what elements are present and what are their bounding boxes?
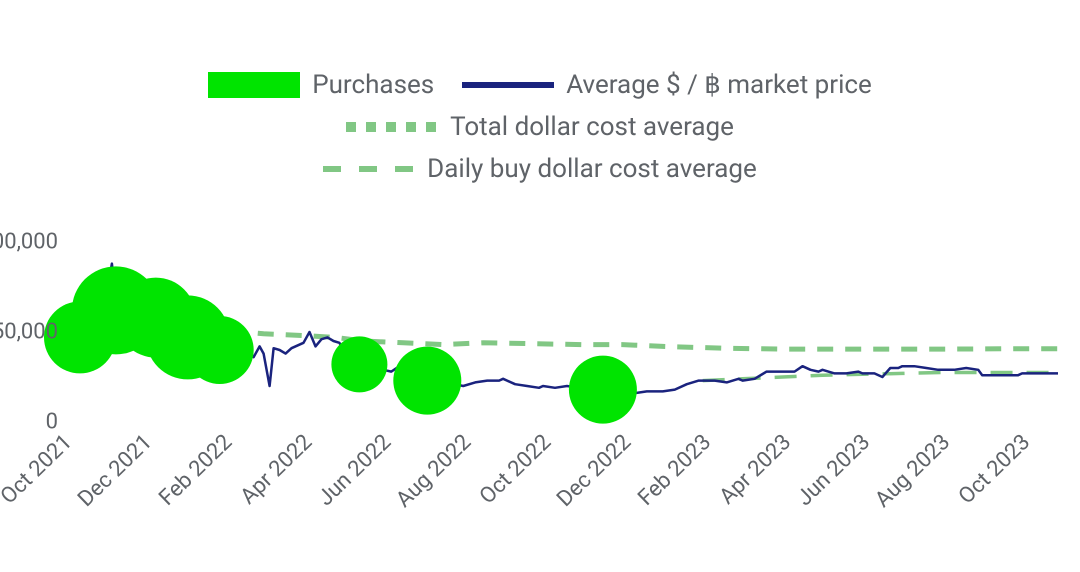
legend: Purchases Average $ / ฿ market price Total…: [0, 70, 1080, 184]
purchase-marker: [569, 356, 637, 424]
legend-row: Total dollar cost average: [346, 112, 734, 142]
purchase-marker: [186, 316, 254, 384]
x-tick-label: Jun 2022: [313, 430, 396, 511]
x-tick-label: Apr 2022: [235, 430, 316, 510]
x-tick-label: Jun 2023: [793, 430, 876, 511]
x-tick-label: Feb 2023: [633, 430, 716, 511]
legend-swatch-daily_dca: [323, 156, 415, 182]
legend-row: Purchases Average $ / ฿ market price: [208, 70, 872, 100]
x-tick-label: Oct 2023: [954, 430, 1035, 510]
x-tick-label: Dec 2021: [73, 430, 157, 512]
y-tick-label: 50,000: [0, 320, 58, 345]
legend-item-daily_dca: Daily buy dollar cost average: [323, 154, 757, 184]
legend-item-purchases: Purchases: [208, 70, 434, 100]
purchase-marker: [393, 347, 461, 415]
legend-label-market_price: Average $ / ฿ market price: [566, 70, 872, 100]
price-chart: Purchases Average $ / ฿ market price Total…: [0, 0, 1080, 572]
legend-row: Daily buy dollar cost average: [323, 154, 757, 184]
y-tick-label: 0: [46, 410, 58, 435]
plot-svg: [64, 242, 1062, 422]
legend-label-total_dca: Total dollar cost average: [450, 112, 734, 142]
x-tick-label: Aug 2023: [871, 430, 956, 513]
legend-swatch-total_dca: [346, 114, 438, 140]
x-tick-label: Aug 2022: [392, 430, 477, 513]
legend-label-daily_dca: Daily buy dollar cost average: [427, 154, 757, 184]
legend-swatch-purchases: [208, 72, 300, 98]
legend-item-market_price: Average $ / ฿ market price: [462, 70, 872, 100]
x-tick-label: Oct 2021: [0, 430, 77, 510]
x-tick-label: Apr 2023: [714, 430, 795, 510]
x-tick-label: Feb 2022: [154, 430, 237, 511]
x-tick-label: Oct 2022: [475, 430, 556, 510]
x-tick-label: Dec 2022: [552, 430, 636, 512]
purchase-marker: [331, 336, 387, 392]
plot-area: [64, 242, 1062, 422]
legend-item-total_dca: Total dollar cost average: [346, 112, 734, 142]
legend-label-purchases: Purchases: [312, 70, 434, 100]
legend-swatch-market_price: [462, 72, 554, 98]
y-tick-label: 100,000: [0, 230, 58, 255]
